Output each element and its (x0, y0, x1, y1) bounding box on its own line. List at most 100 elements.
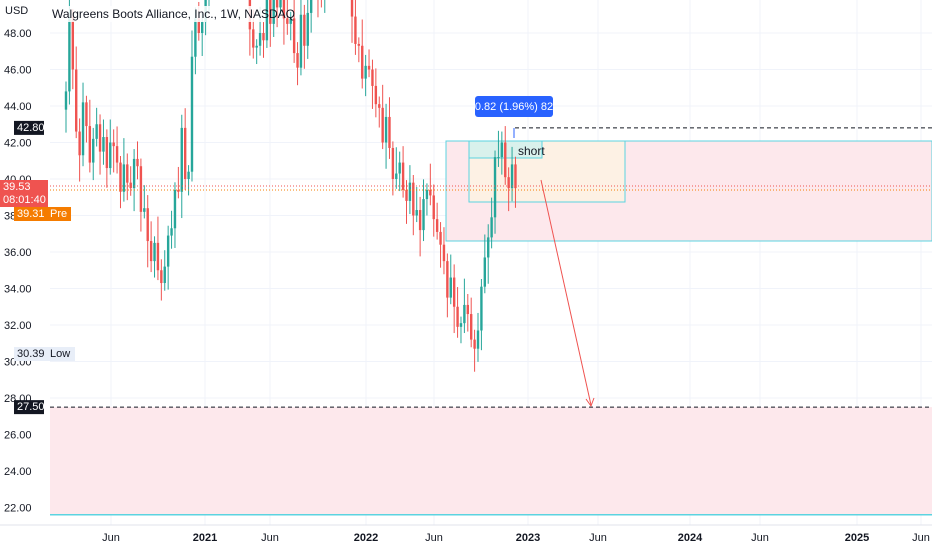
candle-body[interactable] (265, 0, 269, 41)
candle-body[interactable] (183, 127, 187, 179)
candle-body[interactable] (180, 127, 183, 192)
candle-body[interactable] (252, 29, 255, 48)
candle-body[interactable] (166, 235, 170, 267)
candle-body[interactable] (102, 137, 105, 152)
candle-body[interactable] (364, 65, 367, 79)
candle-body[interactable] (255, 45, 258, 48)
candle-body[interactable] (361, 45, 364, 79)
candle-body[interactable] (109, 142, 112, 169)
candle-body[interactable] (357, 43, 361, 46)
candle-body[interactable] (452, 277, 456, 307)
candle-body[interactable] (439, 231, 442, 245)
candle-body[interactable] (469, 314, 473, 340)
candle-body[interactable] (303, 14, 306, 46)
candle-body[interactable] (139, 166, 143, 212)
candle-body[interactable] (456, 306, 459, 327)
candle-body[interactable] (112, 142, 115, 147)
candle-body[interactable] (466, 304, 469, 315)
candle-body[interactable] (146, 208, 149, 242)
candle-body[interactable] (425, 189, 429, 200)
candle-body[interactable] (269, 0, 272, 24)
candle-body[interactable] (173, 189, 177, 229)
candle-body[interactable] (446, 261, 449, 298)
candle-body[interactable] (309, 0, 313, 13)
candle-body[interactable] (272, 0, 275, 24)
candle-body[interactable] (126, 164, 129, 183)
candle-body[interactable] (275, 0, 279, 8)
candle-body[interactable] (160, 270, 163, 284)
candle-body[interactable] (388, 116, 391, 148)
candle-body[interactable] (487, 237, 490, 258)
candle-body[interactable] (64, 91, 68, 110)
candle-body[interactable] (71, 16, 75, 70)
candle-body[interactable] (177, 189, 180, 192)
candle-body[interactable] (197, 18, 200, 33)
candle-body[interactable] (92, 138, 95, 163)
candle-body[interactable] (258, 33, 262, 46)
candle-body[interactable] (119, 162, 122, 192)
candle-body[interactable] (292, 18, 296, 54)
candle-body[interactable] (296, 53, 299, 68)
candle-body[interactable] (476, 330, 480, 349)
candle-body[interactable] (504, 142, 507, 178)
candle-body[interactable] (85, 102, 88, 127)
candle-body[interactable] (201, 22, 204, 33)
candle-body[interactable] (299, 14, 303, 68)
candle-body[interactable] (354, 16, 357, 44)
candle-body[interactable] (480, 286, 483, 331)
candle-body[interactable] (490, 217, 493, 238)
candle-body[interactable] (105, 137, 109, 169)
candle-body[interactable] (78, 131, 81, 156)
candle-body[interactable] (170, 228, 173, 236)
candle-body[interactable] (384, 116, 388, 143)
short-annotation[interactable]: short (518, 144, 545, 158)
candle-body[interactable] (510, 164, 514, 189)
candle-body[interactable] (367, 65, 371, 70)
candle-body[interactable] (286, 18, 289, 24)
candle-body[interactable] (194, 18, 197, 57)
candle-body[interactable] (500, 142, 504, 158)
candle-body[interactable] (88, 126, 92, 163)
candle-body[interactable] (279, 0, 282, 8)
candle-body[interactable] (190, 56, 194, 172)
candle-body[interactable] (395, 173, 398, 179)
candle-body[interactable] (483, 257, 487, 287)
candle-body[interactable] (129, 182, 132, 189)
candle-body[interactable] (418, 210, 422, 231)
candle-body[interactable] (442, 244, 446, 262)
candle-body[interactable] (143, 208, 146, 212)
candle-body[interactable] (350, 0, 354, 17)
candle-body[interactable] (95, 124, 98, 139)
candle-body[interactable] (493, 157, 497, 218)
measure-badge[interactable] (475, 96, 553, 117)
projection-arrow[interactable] (540, 179, 592, 406)
candle-body[interactable] (115, 146, 119, 163)
candle-body[interactable] (187, 171, 190, 179)
candle-body[interactable] (98, 124, 102, 152)
candle-body[interactable] (122, 164, 126, 192)
candle-body[interactable] (371, 69, 374, 86)
candle-body[interactable] (68, 16, 71, 92)
candle-body[interactable] (405, 189, 408, 201)
candle-body[interactable] (282, 0, 286, 19)
candle-body[interactable] (289, 18, 292, 24)
candle-body[interactable] (398, 162, 401, 174)
candle-body[interactable] (132, 158, 136, 189)
candle-body[interactable] (374, 85, 378, 105)
candle-body[interactable] (514, 164, 517, 189)
candle-body[interactable] (432, 195, 435, 220)
candle-body[interactable] (449, 277, 452, 298)
candle-body[interactable] (381, 107, 384, 143)
candle-body[interactable] (422, 199, 425, 231)
candle-body[interactable] (149, 241, 153, 262)
candle-body[interactable] (408, 182, 412, 201)
candle-body[interactable] (401, 162, 405, 190)
candle-body[interactable] (497, 157, 500, 159)
candle-body[interactable] (435, 219, 439, 232)
candle-body[interactable] (459, 323, 463, 327)
candle-body[interactable] (262, 33, 265, 41)
candle-body[interactable] (463, 304, 466, 324)
candle-body[interactable] (473, 339, 476, 349)
